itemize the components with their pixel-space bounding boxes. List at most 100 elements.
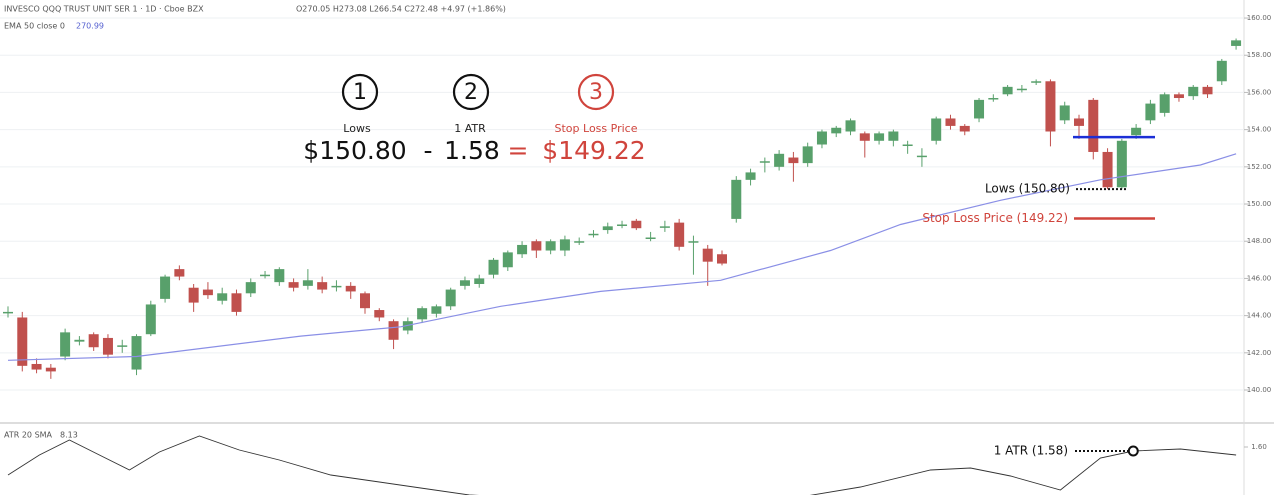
candle-body <box>888 131 899 141</box>
candle-body <box>774 153 785 167</box>
candle-body <box>702 248 713 262</box>
candle-body <box>759 161 770 163</box>
candle-body <box>1116 140 1127 188</box>
candle-body <box>488 259 499 275</box>
y-tick-label: 148.00 <box>1247 237 1272 245</box>
candle-body <box>617 224 628 226</box>
candle-body <box>1216 60 1227 82</box>
atr-line <box>7 435 1237 495</box>
candle-body <box>1002 86 1013 95</box>
candle-body <box>388 321 399 340</box>
atr-pane <box>7 435 1237 495</box>
candle-body <box>731 179 742 219</box>
candle-body <box>274 269 285 283</box>
candle-body <box>1016 88 1027 91</box>
formula-part: = <box>508 136 529 165</box>
candle-body <box>1202 86 1213 95</box>
candle-body <box>17 317 28 366</box>
candle-body <box>317 282 328 290</box>
candle-body <box>1145 103 1156 121</box>
y-tick-label: 1.60 <box>1251 443 1267 451</box>
candle-body <box>545 241 556 251</box>
atr-legend-value: 8.13 <box>60 431 78 440</box>
main-pane <box>3 38 1242 379</box>
stop-label: Stop Loss Price (149.22) <box>922 211 1068 225</box>
candle-body <box>360 293 370 309</box>
candle-body <box>417 308 428 320</box>
candle-body <box>874 133 885 141</box>
candle-body <box>202 289 213 296</box>
candle-body <box>559 239 570 251</box>
y-tick-label: 142.00 <box>1247 349 1272 357</box>
candle-body <box>588 233 599 236</box>
overlay: INVESCO QQQ TRUST UNIT SER 1 · 1D · Cboe… <box>4 5 1155 458</box>
candle-body <box>74 339 85 342</box>
candle-body <box>431 306 442 314</box>
candle-body <box>3 311 13 314</box>
candle-body <box>1231 40 1242 46</box>
atr-legend: ATR 20 SMA <box>4 431 53 440</box>
ema-line <box>7 153 1237 361</box>
candle-body <box>174 269 185 277</box>
ema-legend-value: 270.99 <box>76 22 104 31</box>
candle-body <box>217 293 228 301</box>
formula-part: $150.80 <box>303 136 406 165</box>
grid: 140.00 142.00 144.00 146.00 148.00 150.00 152.… <box>0 14 1271 451</box>
candle-body <box>474 278 485 284</box>
candle-body <box>845 120 856 132</box>
candle-body <box>145 304 156 335</box>
candle-body <box>574 241 585 243</box>
candle-body <box>160 276 171 299</box>
symbol-title: INVESCO QQQ TRUST UNIT SER 1 · 1D · Cboe… <box>4 5 204 14</box>
candle-body <box>459 280 470 286</box>
candle-body <box>45 367 56 372</box>
candle-body <box>1045 81 1056 132</box>
candle-body <box>102 337 113 355</box>
candle-body <box>1173 94 1184 99</box>
step-circle <box>341 73 379 111</box>
candle-body <box>302 280 313 286</box>
candle-body <box>345 285 356 292</box>
y-tick-label: 160.00 <box>1247 14 1272 22</box>
candle-body <box>1088 99 1099 152</box>
candle-body <box>374 310 385 318</box>
candle-body <box>688 241 699 243</box>
candle-body <box>502 252 513 268</box>
y-tick-label: 144.00 <box>1247 312 1272 320</box>
ema-legend: EMA 50 close 0 <box>4 22 65 31</box>
candle-body <box>1159 94 1170 113</box>
candle-body <box>131 336 142 370</box>
candle-body <box>631 220 642 229</box>
candle-body <box>288 282 299 288</box>
y-tick-label: 140.00 <box>1247 386 1272 394</box>
candle-body <box>231 293 242 312</box>
candle-body <box>188 287 199 303</box>
formula-part: $149.22 <box>542 136 645 165</box>
candle-body <box>659 226 670 228</box>
candle-body <box>717 254 727 264</box>
step-label: 1 ATR <box>454 122 486 135</box>
candle-body <box>1102 151 1113 188</box>
step-circle <box>577 73 615 111</box>
candle-body <box>1188 86 1199 97</box>
step-circle <box>452 73 490 111</box>
candle-body <box>916 155 927 158</box>
formula-part: 1.58 <box>444 136 500 165</box>
candle-body <box>531 241 542 251</box>
y-tick-label: 156.00 <box>1247 88 1272 96</box>
atr-marker <box>1127 445 1139 457</box>
candle-body <box>602 226 613 231</box>
candle-body <box>517 244 528 255</box>
y-tick-label: 158.00 <box>1247 51 1272 59</box>
candle-body <box>445 289 456 307</box>
candle-body <box>1074 118 1084 126</box>
candle-body <box>88 334 99 348</box>
candle-body <box>959 125 970 132</box>
candle-body <box>1059 105 1070 121</box>
candle-body <box>674 222 685 247</box>
candle-body <box>816 131 827 145</box>
y-tick-label: 154.00 <box>1247 126 1272 134</box>
step-number: 3 <box>589 80 603 105</box>
